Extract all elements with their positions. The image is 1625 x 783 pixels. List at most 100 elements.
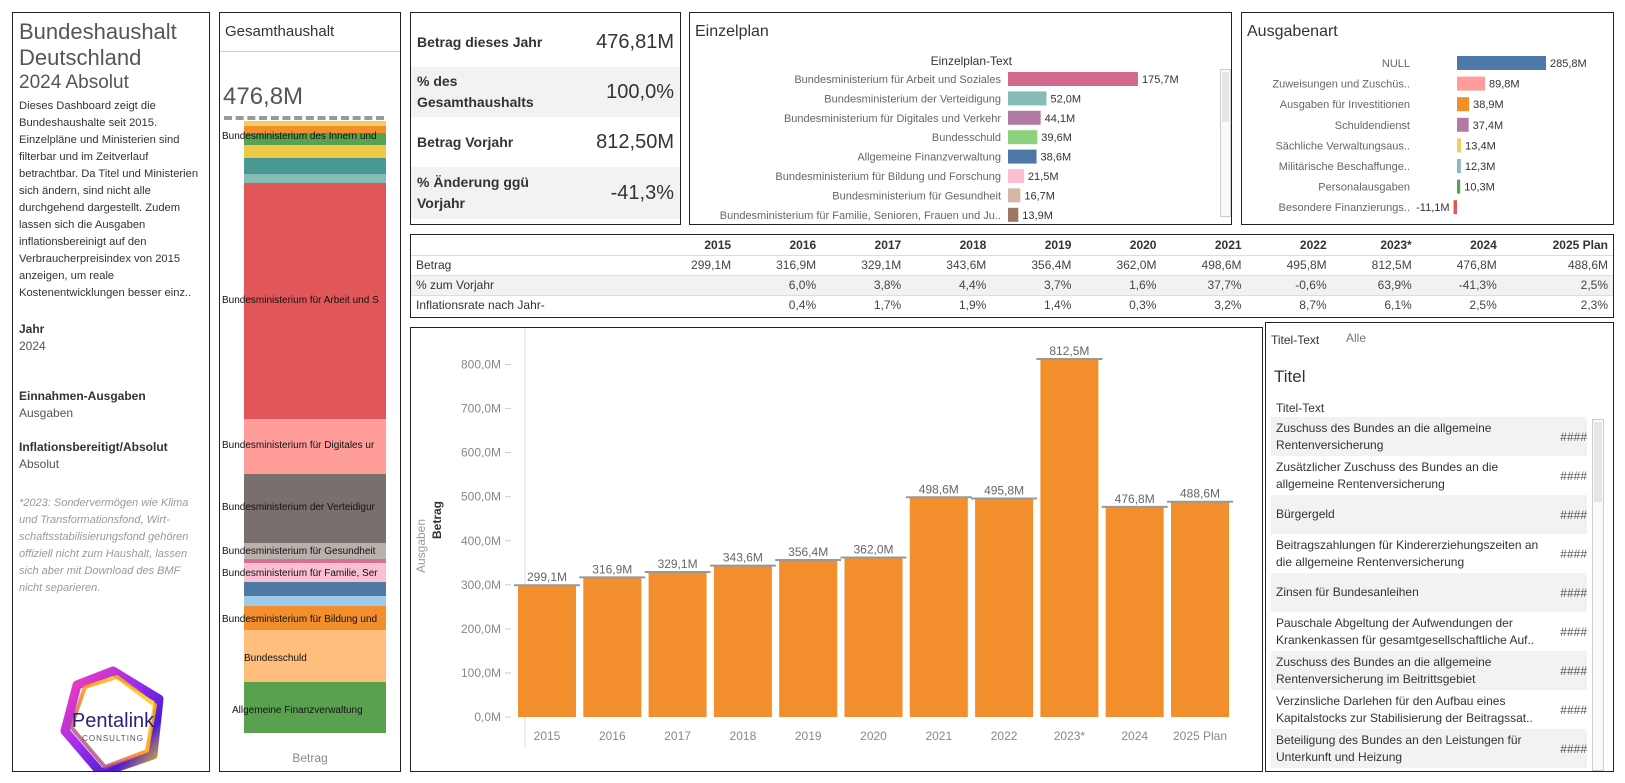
stack-segment-familie[interactable] <box>244 563 386 582</box>
year-bar[interactable] <box>779 559 838 717</box>
stack-segment[interactable] <box>244 145 386 158</box>
ausgabenart-label[interactable]: Besondere Finanzierungs.. <box>1279 202 1410 214</box>
stack-segment-digitales-verkehr[interactable] <box>244 419 386 474</box>
ausgabenart-bar[interactable] <box>1457 179 1461 194</box>
filter-year[interactable]: Jahr 2024 <box>19 322 203 353</box>
year-bar[interactable] <box>1105 506 1164 717</box>
stack-segment-arbeit-soziales[interactable] <box>244 183 386 419</box>
kpi-label: Betrag dieses Jahr <box>417 33 543 50</box>
kpi-row-betrag: Betrag dieses Jahr 476,81M <box>411 19 680 65</box>
einzelplan-bar[interactable] <box>1008 149 1037 164</box>
stack-segment-gesundheit[interactable] <box>244 543 386 559</box>
titel-list-item[interactable]: Verzinsliche Darlehen für den Aufbau ein… <box>1271 690 1587 729</box>
titel-list-item[interactable]: Beteiligung des Bundes an den Leistungen… <box>1271 729 1587 768</box>
bar-data-label: 316,9M <box>592 562 632 576</box>
table-cell <box>651 294 737 315</box>
einzelplan-bar[interactable] <box>1008 207 1019 222</box>
titel-scrollbar[interactable] <box>1592 419 1604 771</box>
stack-segment[interactable] <box>244 559 386 563</box>
year-bar[interactable] <box>1171 501 1229 717</box>
ausgabenart-bar[interactable] <box>1457 117 1469 132</box>
einzelplan-label[interactable]: Bundesministerium für Familie, Senioren,… <box>720 210 1001 222</box>
filter-inflation[interactable]: Inflationsbereitigt/Absolut Absolut <box>19 440 203 471</box>
ausgabenart-bar[interactable] <box>1453 200 1457 215</box>
einzelplan-value: 16,7M <box>1024 190 1055 202</box>
table-row: % zum Vorjahr 6,0% 3,8% 4,4% 3,7% 1,6% 37,7% -0… <box>411 274 1613 295</box>
table-row-label: Inflationsrate nach Jahr- <box>411 294 651 315</box>
stack-segment[interactable] <box>244 121 386 126</box>
titel-list-item[interactable]: Zusätzlicher Zuschuss des Bundes an die … <box>1271 456 1587 495</box>
stack-segment[interactable] <box>244 596 386 606</box>
reference-line <box>224 116 384 120</box>
stack-segment-innern[interactable] <box>244 133 386 145</box>
year-bar[interactable] <box>583 577 642 717</box>
filter-inflation-value[interactable]: Absolut <box>19 457 60 471</box>
scrollbar-thumb[interactable] <box>1222 72 1229 122</box>
einzelplan-label[interactable]: Bundesministerium für Gesundheit <box>832 190 1001 202</box>
filter-einnahmen-ausgaben[interactable]: Einnahmen-Ausgaben Ausgaben <box>19 389 203 420</box>
einzelplan-label[interactable]: Allgemeine Finanzverwaltung <box>857 152 1001 164</box>
filter-year-value[interactable]: 2024 <box>19 339 46 353</box>
einzelplan-bar[interactable] <box>1008 130 1038 145</box>
titel-value: #### <box>1560 741 1587 756</box>
year-bar[interactable] <box>1040 359 1099 717</box>
ausgabenart-label[interactable]: Schuldendienst <box>1335 120 1410 132</box>
einzelplan-bar[interactable] <box>1008 72 1138 86</box>
einzelplan-bar[interactable] <box>1008 91 1047 106</box>
einzelplan-label[interactable]: Bundesministerium für Digitales und Verk… <box>784 113 1001 125</box>
einzelplan-label[interactable]: Bundesministerium für Bildung und Forsch… <box>775 171 1001 183</box>
ausgabenart-label[interactable]: Militärische Beschaffunge.. <box>1279 161 1410 173</box>
ausgabenart-bar[interactable] <box>1457 97 1470 112</box>
stack-segment[interactable] <box>244 126 386 133</box>
table-cell: 8,7% <box>1246 294 1332 315</box>
einzelplan-label[interactable]: Bundesministerium für Arbeit und Soziale… <box>794 74 1001 86</box>
table-cell: 1,6% <box>1076 274 1162 295</box>
titel-value: #### <box>1560 624 1587 639</box>
einzelplan-bar[interactable] <box>1008 110 1041 125</box>
titel-list-item[interactable]: Beitragszahlungen für Kindererziehungsze… <box>1271 534 1587 573</box>
ausgabenart-bar[interactable] <box>1457 76 1485 91</box>
filter-einnahmen-ausgaben-value[interactable]: Ausgaben <box>19 406 74 420</box>
stack-segment-bildung-forschung[interactable] <box>244 606 386 630</box>
year-bar[interactable] <box>713 565 772 717</box>
ausgabenart-label[interactable]: Personalausgaben <box>1318 182 1410 194</box>
titel-list-item[interactable]: Pauschale Abgeltung der Aufwendungen der… <box>1271 612 1587 651</box>
year-bar[interactable] <box>975 498 1034 717</box>
einzelplan-label[interactable]: Bundesschuld <box>932 132 1001 144</box>
einzelplan-bar[interactable] <box>1008 188 1021 203</box>
einzelplan-bar[interactable] <box>1008 169 1024 183</box>
titel-list-item[interactable]: Zuschuss des Bundes an die allgemeine Re… <box>1271 651 1587 690</box>
titel-text: Beitragszahlungen für Kindererziehungsze… <box>1276 537 1539 569</box>
titel-text: Zinsen für Bundesanleihen <box>1276 585 1419 599</box>
ausgabenart-label[interactable]: Sächliche Verwaltungsaus.. <box>1275 140 1410 152</box>
titel-list-item[interactable]: Bürgergeld #### <box>1271 495 1587 534</box>
stack-label: Bundesministerium für Bildung und <box>222 614 378 625</box>
stack-segment[interactable] <box>244 582 386 596</box>
ausgabenart-label[interactable]: NULL <box>1382 58 1410 70</box>
ausgabenart-label[interactable]: Ausgaben für Investitionen <box>1280 99 1410 111</box>
table-cell: -41,3% <box>1416 274 1502 295</box>
titel-filter-value[interactable]: Alle <box>1346 331 1367 345</box>
year-bar[interactable] <box>909 497 968 717</box>
kpi-value: 476,81M <box>596 30 674 53</box>
kpi-value: -41,3% <box>610 181 674 204</box>
stack-segment-finanzverwaltung[interactable] <box>244 682 386 733</box>
ausgabenart-bar[interactable] <box>1457 159 1461 173</box>
einzelplan-value: 21,5M <box>1028 171 1059 183</box>
year-bar[interactable] <box>518 585 576 717</box>
year-bar[interactable] <box>648 571 707 717</box>
ausgabenart-label[interactable]: Zuweisungen und Zuschüs.. <box>1272 79 1410 91</box>
titel-list-item[interactable]: Zinsen für Bundesanleihen #### <box>1271 573 1587 612</box>
stack-segment[interactable] <box>244 158 386 174</box>
stack-segment-bundesschuld[interactable] <box>244 630 386 682</box>
stack-segment-verteidigung[interactable] <box>244 474 386 543</box>
einzelplan-scrollbar[interactable] <box>1220 69 1231 217</box>
scrollbar-thumb[interactable] <box>1594 422 1602 502</box>
ausgabenart-bar[interactable] <box>1457 138 1462 153</box>
y-axis-label: Betrag <box>430 501 444 539</box>
ausgabenart-bar[interactable] <box>1457 56 1546 70</box>
titel-list-item[interactable]: Zuschuss des Bundes an die allgemeine Re… <box>1271 417 1587 456</box>
einzelplan-label[interactable]: Bundesministerium der Verteidigung <box>824 93 1001 105</box>
year-bar[interactable] <box>844 557 903 717</box>
stack-segment[interactable] <box>244 174 386 183</box>
